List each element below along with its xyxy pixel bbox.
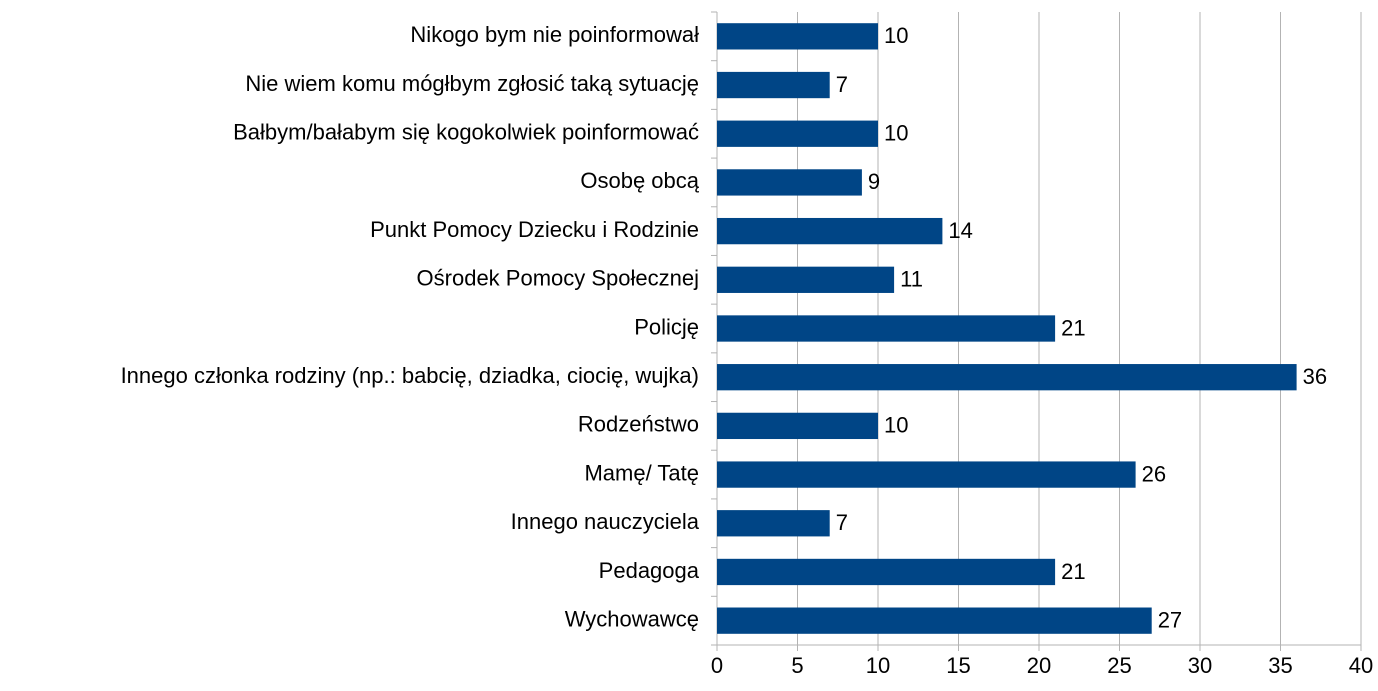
y-tick-label: Pedagoga bbox=[599, 558, 700, 583]
y-tick-label: Ośrodek Pomocy Społecznej bbox=[417, 266, 699, 291]
y-tick-label: Punkt Pomocy Dziecku i Rodzinie bbox=[370, 217, 699, 242]
data-label: 7 bbox=[836, 510, 848, 535]
x-tick-label: 15 bbox=[946, 653, 970, 678]
data-label: 10 bbox=[884, 121, 908, 146]
bar bbox=[717, 266, 895, 293]
y-tick-label: Bałbym/bałabym się kogokolwiek poinformo… bbox=[233, 120, 699, 145]
data-label: 7 bbox=[836, 72, 848, 97]
bar bbox=[717, 169, 862, 196]
y-tick-label: Nikogo bym nie poinformował bbox=[410, 22, 699, 47]
bar bbox=[717, 120, 878, 147]
data-label: 11 bbox=[900, 267, 923, 292]
x-tick-label: 5 bbox=[791, 653, 803, 678]
x-tick-label: 35 bbox=[1268, 653, 1292, 678]
x-tick-label: 25 bbox=[1107, 653, 1131, 678]
y-tick-label: Nie wiem komu mógłbym zgłosić taką sytua… bbox=[245, 71, 699, 96]
bar bbox=[717, 510, 830, 537]
bar bbox=[717, 461, 1136, 488]
data-label: 26 bbox=[1142, 461, 1166, 486]
x-tick-label: 30 bbox=[1188, 653, 1212, 678]
y-tick-label: Wychowawcę bbox=[565, 606, 699, 631]
data-label: 10 bbox=[884, 413, 908, 438]
bar bbox=[717, 558, 1056, 586]
x-tick-label: 0 bbox=[711, 653, 723, 678]
data-label: 9 bbox=[868, 169, 880, 194]
y-tick-label: Innego nauczyciela bbox=[511, 509, 700, 534]
data-label: 21 bbox=[1061, 559, 1085, 584]
data-label: 36 bbox=[1303, 364, 1327, 389]
bar bbox=[717, 607, 1152, 634]
y-tick-label: Osobę obcą bbox=[580, 168, 699, 193]
bar bbox=[717, 217, 943, 245]
y-tick-label: Mamę/ Tatę bbox=[584, 460, 699, 485]
x-tick-label: 40 bbox=[1349, 653, 1373, 678]
y-tick-label: Innego członka rodziny (np.: babcię, dzi… bbox=[121, 363, 699, 388]
bar bbox=[717, 71, 830, 99]
y-tick-label: Rodzeństwo bbox=[578, 412, 699, 437]
data-label: 14 bbox=[948, 218, 972, 243]
data-label: 27 bbox=[1158, 607, 1182, 632]
y-tick-label: Policję bbox=[634, 314, 699, 339]
x-tick-label: 10 bbox=[866, 653, 890, 678]
data-label: 10 bbox=[884, 23, 908, 48]
x-tick-label: 20 bbox=[1027, 653, 1051, 678]
bar bbox=[717, 315, 1056, 342]
bar bbox=[717, 412, 878, 440]
bar bbox=[717, 23, 878, 50]
bar bbox=[717, 364, 1297, 391]
data-label: 21 bbox=[1061, 315, 1085, 340]
